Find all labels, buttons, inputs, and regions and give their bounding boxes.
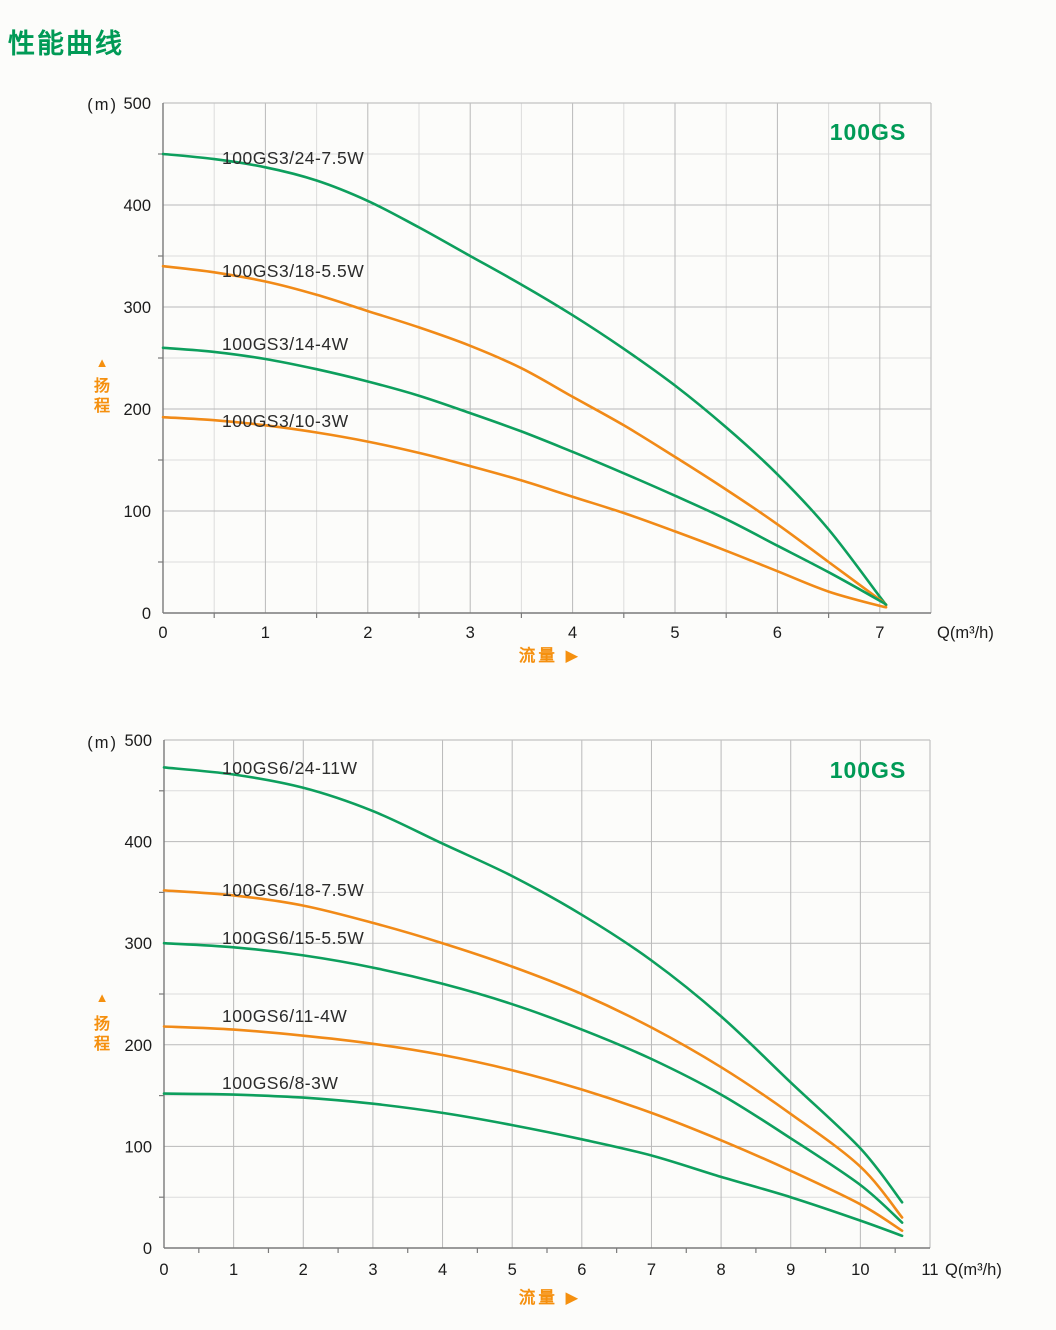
x-tick-label: 5 bbox=[508, 1261, 517, 1279]
y-tick-label: 500 bbox=[123, 95, 151, 113]
x-tick-label: 4 bbox=[568, 624, 577, 642]
performance-chart-100gs3: 0 1 2 3 4 5 6 7 0 100 200 300 400 500 (m) Q(m³/h) 100GS ▲… bbox=[87, 95, 994, 665]
y-unit-label: (m) bbox=[87, 96, 118, 114]
x-tick-label: 2 bbox=[363, 624, 372, 642]
x-tick-label: 1 bbox=[261, 624, 270, 642]
curve-100GS3/18-5.5W bbox=[161, 264, 888, 607]
x-tick-label: 6 bbox=[773, 624, 782, 642]
y-tick-label: 200 bbox=[123, 401, 151, 419]
x-axis-name: 流量 ▶ bbox=[519, 645, 581, 665]
y-axis-name: 程 bbox=[94, 397, 110, 415]
x-tick-label: 7 bbox=[875, 624, 884, 642]
y-unit-label: (m) bbox=[87, 734, 118, 752]
x-tick-label: 3 bbox=[466, 624, 475, 642]
x-tick-label: 4 bbox=[438, 1261, 447, 1279]
chart-title: 100GS bbox=[830, 119, 907, 145]
y-tick-label: 400 bbox=[124, 834, 152, 852]
x-tick-label: 3 bbox=[368, 1261, 377, 1279]
curve-label: 100GS6/8-3W bbox=[222, 1073, 338, 1093]
x-tick-label: 7 bbox=[647, 1261, 656, 1279]
x-tick-label: 0 bbox=[158, 624, 167, 642]
page-title: 性能曲线 bbox=[8, 29, 124, 59]
y-axis-arrow-icon: ▲ bbox=[96, 990, 109, 1005]
y-tick-label: 100 bbox=[123, 503, 151, 521]
curve-label: 100GS6/11-4W bbox=[222, 1006, 347, 1026]
x-tick-label: 5 bbox=[670, 624, 679, 642]
curve-label: 100GS6/24-11W bbox=[222, 758, 358, 778]
curve-100GS3/10-3W bbox=[161, 415, 888, 609]
y-tick-label: 400 bbox=[123, 197, 151, 215]
y-tick-label: 300 bbox=[124, 935, 152, 953]
curve-100GS3/14-4W bbox=[161, 346, 888, 607]
x-tick-label: 8 bbox=[716, 1261, 725, 1279]
y-tick-label: 500 bbox=[124, 732, 152, 750]
curve-label: 100GS6/15-5.5W bbox=[222, 928, 364, 948]
curve-label: 100GS3/18-5.5W bbox=[222, 261, 364, 281]
x-axis-unit-label: Q(m³/h) bbox=[945, 1261, 1002, 1279]
y-tick-label: 0 bbox=[143, 1240, 152, 1258]
x-axis-name: 流量 ▶ bbox=[519, 1287, 581, 1307]
curve-label: 100GS3/24-7.5W bbox=[222, 148, 364, 168]
curve-100GS6/8-3W bbox=[162, 1092, 904, 1238]
curve-label: 100GS3/10-3W bbox=[222, 411, 349, 431]
performance-chart-100gs6: 0 1 2 3 4 5 6 7 8 9 10 11 0 100 200 300 400 500 (m) Q(m³/h)… bbox=[0, 700, 1056, 1330]
x-tick-label: 6 bbox=[577, 1261, 586, 1279]
x-tick-label: 1 bbox=[229, 1261, 238, 1279]
y-tick-label: 300 bbox=[123, 299, 151, 317]
curve-100GS3/24-7.5W bbox=[161, 152, 888, 607]
y-tick-label: 100 bbox=[124, 1138, 152, 1156]
x-axis-unit-label: Q(m³/h) bbox=[937, 624, 994, 642]
curve-100GS6/24-11W bbox=[162, 766, 904, 1204]
curve-label: 100GS3/14-4W bbox=[222, 334, 349, 354]
curve-100GS6/11-4W bbox=[162, 1025, 904, 1232]
x-tick-label: 10 bbox=[851, 1261, 869, 1279]
x-tick-label: 9 bbox=[786, 1261, 795, 1279]
x-tick-label: 2 bbox=[299, 1261, 308, 1279]
y-tick-label: 0 bbox=[142, 605, 151, 623]
x-tick-label: 0 bbox=[159, 1261, 168, 1279]
chart-canvas: 0 1 2 3 4 5 6 7 8 9 10 11 0 100 200 300 400 500 (m) Q(m³/h)… bbox=[87, 732, 1002, 1307]
y-axis-name: 扬 bbox=[94, 376, 110, 395]
curve-100GS6/18-7.5W bbox=[162, 889, 904, 1219]
y-axis-name: 程 bbox=[94, 1035, 110, 1053]
curve-label: 100GS6/18-7.5W bbox=[222, 880, 364, 900]
x-tick-label: 11 bbox=[921, 1261, 938, 1279]
y-axis-name: 扬 bbox=[94, 1014, 110, 1033]
y-axis-arrow-icon: ▲ bbox=[96, 355, 109, 370]
chart-canvas: 0 1 2 3 4 5 6 7 0 100 200 300 400 500 (m) Q(m³/h) 100GS ▲… bbox=[87, 95, 994, 665]
y-tick-label: 200 bbox=[124, 1037, 152, 1055]
curve-100GS6/15-5.5W bbox=[162, 941, 904, 1224]
chart-title: 100GS bbox=[830, 757, 907, 783]
